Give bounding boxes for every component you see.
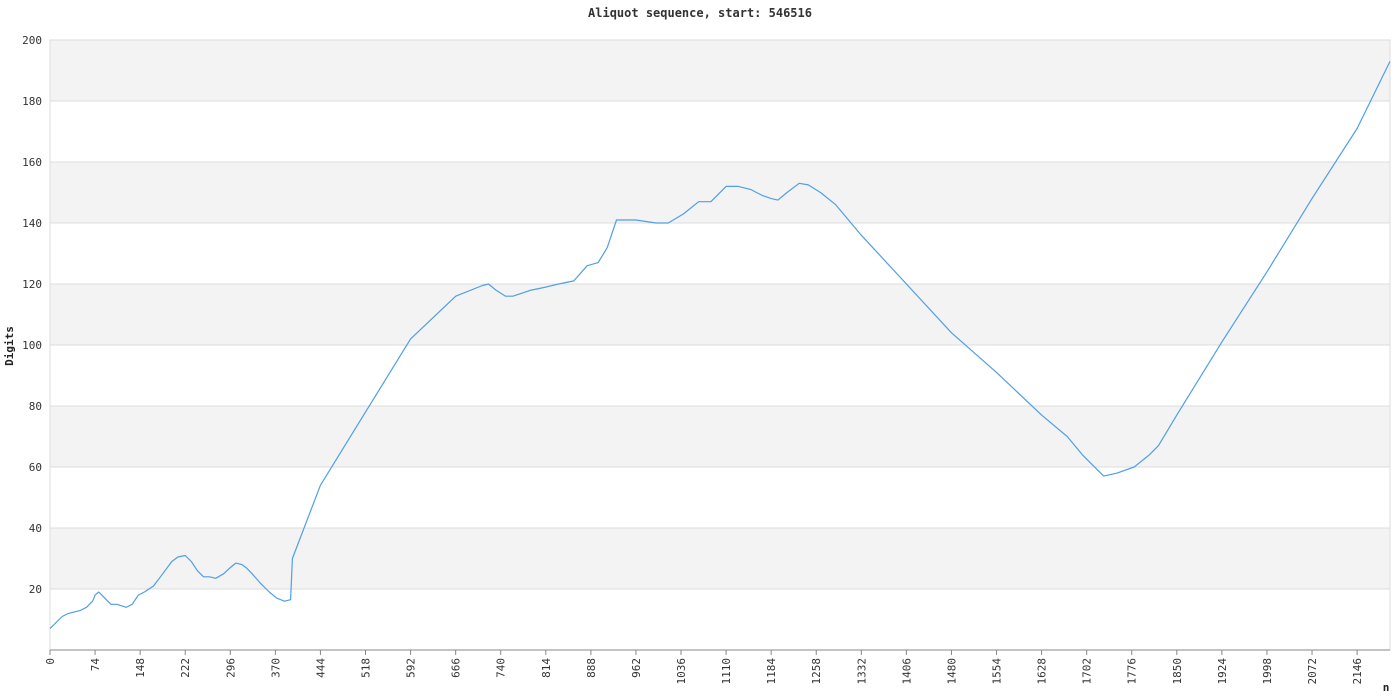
tick-labels: 20 40 60 80 100 120 140 160 180 200 0 74 148 222 296 37…	[22, 34, 1364, 685]
x-tick-label: 1332	[855, 658, 868, 685]
x-tick-label: 592	[405, 658, 418, 678]
x-tick-label: 518	[360, 658, 373, 678]
grid-band	[50, 528, 1390, 589]
x-tick-label: 888	[585, 658, 598, 678]
x-tick-label: 740	[495, 658, 508, 678]
chart-title: Aliquot sequence, start: 546516	[588, 6, 812, 20]
series-layer	[49, 61, 1391, 630]
x-tick-label: 1480	[945, 658, 958, 685]
y-tick-label: 140	[22, 217, 42, 230]
x-tick-label: 1036	[675, 658, 688, 685]
x-tick-label: 666	[450, 658, 463, 678]
x-axis-label: n	[1383, 681, 1390, 694]
x-tick-label: 1184	[765, 658, 778, 685]
x-tick-label: 1258	[810, 658, 823, 685]
y-tick-label: 180	[22, 95, 42, 108]
y-tick-label: 40	[29, 522, 42, 535]
grid-bands	[50, 40, 1390, 589]
x-tick-label: 2072	[1306, 658, 1319, 685]
y-tick-label: 20	[29, 583, 42, 596]
grid-band	[50, 284, 1390, 345]
x-tick-label: 1110	[720, 658, 733, 685]
x-tick-label: 1628	[1036, 658, 1049, 685]
x-tick-label: 2146	[1351, 658, 1364, 685]
y-axis-label: Digits	[3, 326, 16, 366]
x-tick-label: 1554	[991, 658, 1004, 685]
x-tick-label: 1924	[1216, 658, 1229, 685]
y-tick-label: 120	[22, 278, 42, 291]
x-tick-label: 222	[179, 658, 192, 678]
y-tick-label: 80	[29, 400, 42, 413]
y-tick-label: 200	[22, 34, 42, 47]
x-tick-label: 444	[314, 658, 327, 678]
grid-band	[50, 406, 1390, 467]
series-line	[49, 61, 1391, 630]
x-tick-label: 1998	[1261, 658, 1274, 685]
x-tick-label: 74	[89, 658, 102, 672]
x-tick-label: 1850	[1171, 658, 1184, 685]
x-tick-label: 1776	[1126, 658, 1139, 685]
grid-band	[50, 40, 1390, 101]
y-tick-label: 160	[22, 156, 42, 169]
y-tick-label: 60	[29, 461, 42, 474]
axes	[49, 39, 1391, 655]
x-tick-label: 370	[269, 658, 282, 678]
x-tick-label: 1406	[900, 658, 913, 685]
x-tick-label: 148	[134, 658, 147, 678]
x-tick-label: 1702	[1081, 658, 1094, 685]
x-tick-label: 0	[44, 658, 57, 665]
x-tick-label: 814	[540, 658, 553, 678]
x-tick-label: 296	[224, 658, 237, 678]
x-tick-label: 962	[630, 658, 643, 678]
y-tick-label: 100	[22, 339, 42, 352]
